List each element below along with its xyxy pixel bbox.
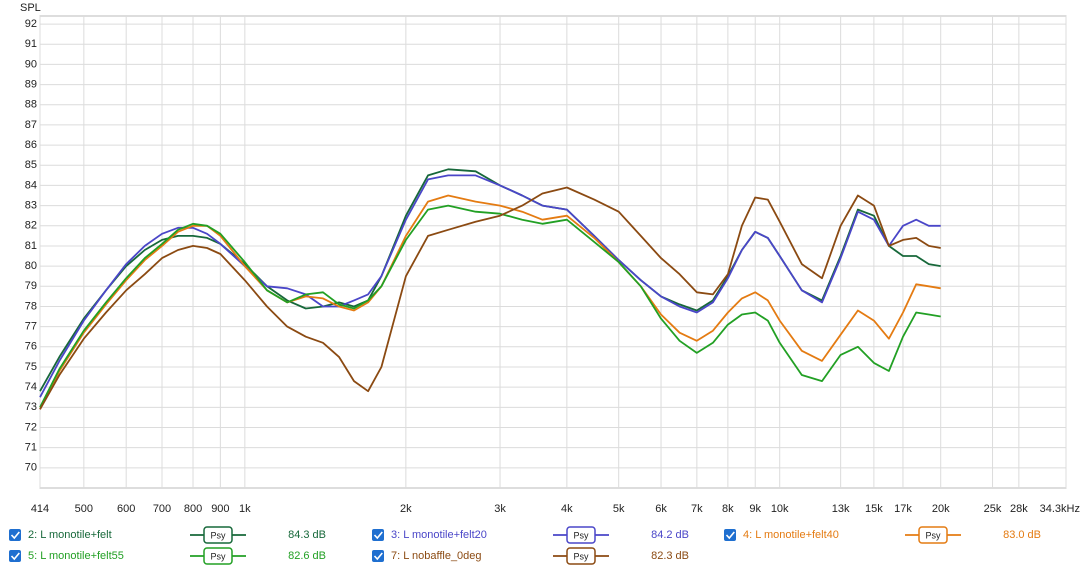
x-tick-label: 500 (75, 503, 93, 515)
y-tick-label: 90 (25, 58, 37, 70)
legend-checkbox[interactable] (9, 550, 21, 562)
smoothing-button[interactable] (566, 547, 596, 565)
legend-entry: 2: L monotile+felt Psy 84.3 dB (9, 526, 326, 544)
x-tick-label: 28k (1010, 503, 1028, 515)
legend-entry: 3: L monotile+felt20 Psy 84.2 dB (372, 526, 689, 544)
legend-label: 2: L monotile+felt (28, 529, 112, 541)
y-tick-label: 83 (25, 200, 37, 212)
smoothing-button[interactable] (203, 547, 233, 565)
legend-level: 82.3 dB (651, 550, 689, 562)
smoothing-label: Psy (210, 551, 226, 561)
y-tick-label: 81 (25, 240, 37, 252)
y-tick-label: 82 (25, 220, 37, 232)
x-tick-label: 900 (211, 503, 229, 515)
x-tick-label: 9k (749, 503, 761, 515)
x-tick-label: 5k (613, 503, 625, 515)
x-tick-label: 20k (932, 503, 950, 515)
y-tick-label: 84 (25, 179, 37, 191)
legend-label: 7: L nobaffle_0deg (391, 550, 482, 562)
x-tick-label: 15k (865, 503, 883, 515)
y-tick-label: 70 (25, 462, 37, 474)
legend-level: 84.3 dB (288, 529, 326, 541)
y-tick-label: 85 (25, 159, 37, 171)
x-tick-label: 13k (832, 503, 850, 515)
x-tick-label: 34.3kHz (1040, 503, 1080, 515)
legend-check (725, 531, 735, 540)
legend-check (10, 552, 20, 561)
smoothing-button[interactable] (918, 526, 948, 544)
series-line (39, 174, 941, 398)
smoothing-button[interactable] (203, 526, 233, 544)
legend-level: 84.2 dB (651, 529, 689, 541)
y-tick-label: 89 (25, 78, 37, 90)
legend-check (373, 531, 383, 540)
x-tick-label: 8k (722, 503, 734, 515)
plot-area (39, 15, 1067, 489)
legend-checkbox[interactable] (724, 529, 736, 541)
x-tick-label: 17k (894, 503, 912, 515)
x-tick-label: 2k (400, 503, 412, 515)
series-line (39, 186, 941, 410)
legend-entry: 4: L monotile+felt40 Psy 83.0 dB (724, 526, 1041, 544)
smoothing-label: Psy (573, 530, 589, 540)
series-line (39, 194, 941, 410)
x-tick-label: 3k (494, 503, 506, 515)
legend-check (373, 552, 383, 561)
smoothing-label: Psy (210, 530, 226, 540)
y-tick-label: 80 (25, 260, 37, 272)
x-tick-label: 1k (239, 503, 251, 515)
y-tick-label: 87 (25, 119, 37, 131)
y-tick-label: 76 (25, 341, 37, 353)
x-tick-label: 700 (153, 503, 171, 515)
y-tick-label: 78 (25, 300, 37, 312)
x-tick-label: 10k (771, 503, 789, 515)
legend-label: 3: L monotile+felt20 (391, 529, 487, 541)
series-line (39, 204, 941, 408)
smoothing-label: Psy (925, 530, 941, 540)
legend-check (10, 531, 20, 540)
y-tick-label: 91 (25, 38, 37, 50)
y-tick-label: 75 (25, 361, 37, 373)
legend-checkbox[interactable] (372, 550, 384, 562)
x-tick-label: 800 (184, 503, 202, 515)
x-tick-label: 600 (117, 503, 135, 515)
legend-level: 82.6 dB (288, 550, 326, 562)
legend-entry: 7: L nobaffle_0deg Psy 82.3 dB (372, 547, 689, 565)
legend-label: 4: L monotile+felt40 (743, 529, 839, 541)
legend-entry: 5: L monotile+felt55 Psy 82.6 dB (9, 547, 326, 565)
x-tick-label: 414 (31, 503, 49, 515)
x-tick-label: 4k (561, 503, 573, 515)
legend-checkbox[interactable] (372, 529, 384, 541)
legend-label: 5: L monotile+felt55 (28, 550, 124, 562)
x-tick-label: 7k (691, 503, 703, 515)
legend-checkbox[interactable] (9, 529, 21, 541)
y-tick-label: 86 (25, 139, 37, 151)
y-tick-label: 88 (25, 99, 37, 111)
smoothing-label: Psy (573, 551, 589, 561)
y-tick-label: 79 (25, 280, 37, 292)
y-axis-label: SPL (20, 2, 41, 14)
y-tick-label: 74 (25, 381, 37, 393)
y-tick-label: 71 (25, 442, 37, 454)
y-tick-label: 92 (25, 18, 37, 30)
y-tick-label: 73 (25, 401, 37, 413)
legend-level: 83.0 dB (1003, 529, 1041, 541)
x-tick-label: 25k (984, 503, 1002, 515)
smoothing-button[interactable] (566, 526, 596, 544)
y-tick-label: 77 (25, 321, 37, 333)
y-tick-label: 72 (25, 421, 37, 433)
x-tick-label: 6k (655, 503, 667, 515)
